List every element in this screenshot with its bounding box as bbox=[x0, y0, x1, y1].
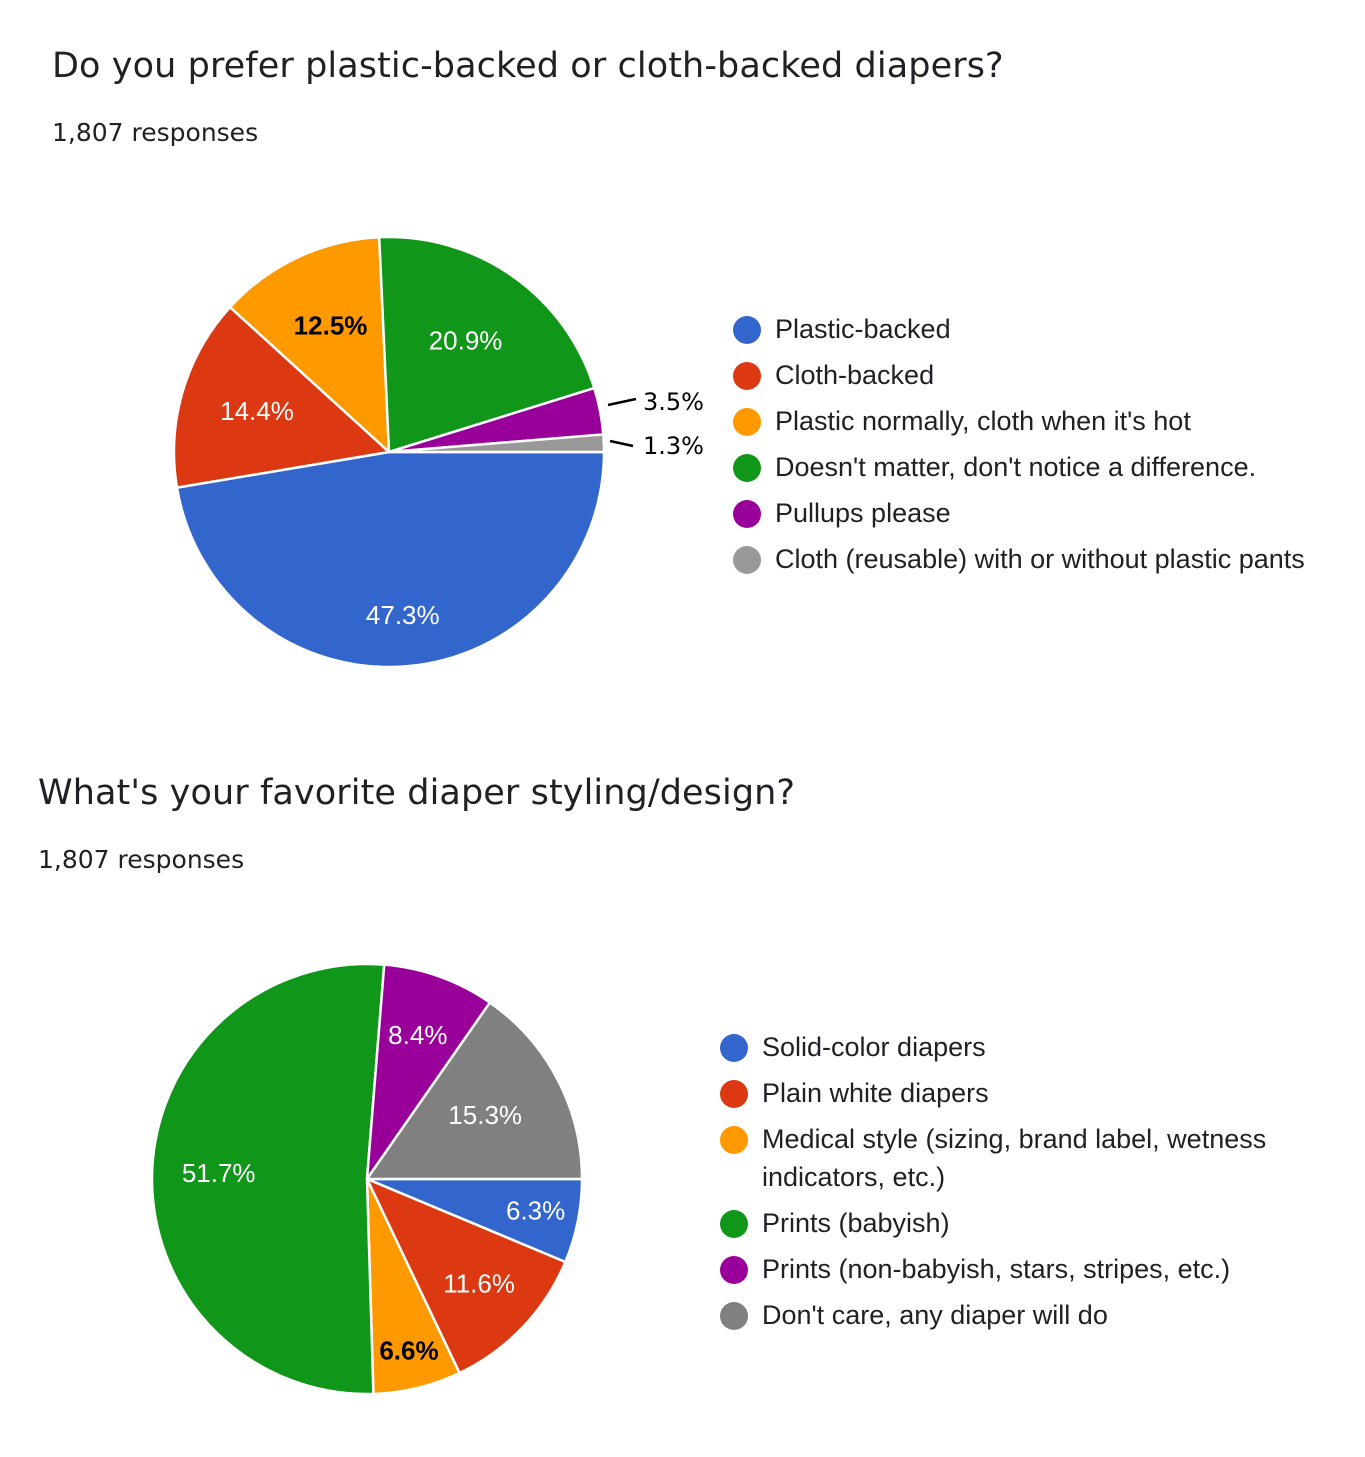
legend-item[interactable]: Plain white diapers bbox=[720, 1074, 1320, 1112]
question-title: What's your favorite diaper styling/desi… bbox=[38, 773, 796, 813]
slice-label: 20.9% bbox=[429, 326, 503, 356]
question-title: Do you prefer plastic-backed or cloth-ba… bbox=[52, 46, 1004, 86]
legend-item[interactable]: Pullups please bbox=[733, 494, 1323, 532]
legend-item[interactable]: Plastic-backed bbox=[733, 310, 1323, 348]
legend-2: Solid-color diapers Plain white diapers Me… bbox=[720, 1028, 1320, 1342]
legend-item[interactable]: Medical style (sizing, brand label, wetn… bbox=[720, 1120, 1320, 1196]
legend-label: Plastic normally, cloth when it's hot bbox=[775, 406, 1191, 436]
slice-label: 47.3% bbox=[366, 600, 440, 630]
slice-label: 1.3% bbox=[643, 432, 704, 460]
legend-1: Plastic-backed Cloth-backed Plastic normal… bbox=[733, 310, 1323, 586]
legend-label: Cloth (reusable) with or without plastic… bbox=[775, 544, 1305, 574]
legend-swatch bbox=[720, 1126, 748, 1154]
legend-label: Plain white diapers bbox=[762, 1078, 989, 1108]
slice-label: 12.5% bbox=[294, 310, 368, 340]
legend-label: Plastic-backed bbox=[775, 314, 951, 344]
slice-label: 6.6% bbox=[379, 1335, 438, 1365]
pie-slice[interactable] bbox=[365, 1001, 584, 1181]
legend-swatch bbox=[733, 546, 761, 574]
slice-label: 15.3% bbox=[448, 1100, 522, 1130]
legend-item[interactable]: Prints (non-babyish, stars, stripes, etc… bbox=[720, 1250, 1320, 1288]
legend-swatch bbox=[720, 1302, 748, 1330]
legend-swatch bbox=[720, 1256, 748, 1284]
response-count: 1,807 responses bbox=[52, 118, 259, 147]
pie-slice[interactable] bbox=[175, 450, 606, 669]
legend-item[interactable]: Cloth-backed bbox=[733, 356, 1323, 394]
leader-line bbox=[607, 397, 637, 407]
slice-label: 6.3% bbox=[506, 1196, 565, 1226]
slice-label: 11.6% bbox=[443, 1269, 515, 1299]
legend-label: Prints (non-babyish, stars, stripes, etc… bbox=[762, 1254, 1231, 1284]
pie-slice[interactable] bbox=[377, 235, 596, 454]
pie-slice[interactable] bbox=[228, 235, 391, 454]
legend-label: Don't care, any diaper will do bbox=[762, 1300, 1108, 1330]
pie-slice[interactable] bbox=[365, 1177, 567, 1375]
legend-swatch bbox=[733, 454, 761, 482]
legend-label: Solid-color diapers bbox=[762, 1032, 986, 1062]
legend-item[interactable]: Don't care, any diaper will do bbox=[720, 1296, 1320, 1334]
legend-swatch bbox=[720, 1034, 748, 1062]
pie-slice[interactable] bbox=[172, 305, 391, 489]
pie-chart-2: 6.3% 11.6% 6.6% 51.7% 8.4% 15.3% bbox=[150, 962, 584, 1396]
legend-swatch bbox=[733, 316, 761, 344]
legend-label: Medical style (sizing, brand label, wetn… bbox=[762, 1124, 1267, 1192]
pie-slice[interactable] bbox=[365, 963, 492, 1181]
legend-item[interactable]: Plastic normally, cloth when it's hot bbox=[733, 402, 1323, 440]
legend-item[interactable]: Prints (babyish) bbox=[720, 1204, 1320, 1242]
legend-label: Prints (babyish) bbox=[762, 1208, 950, 1238]
pie-chart-1: 47.3% 14.4% 12.5% 20.9% 3.5% 1.3% bbox=[172, 235, 704, 669]
legend-label: Cloth-backed bbox=[775, 360, 935, 390]
legend-label: Pullups please bbox=[775, 498, 951, 528]
legend-swatch bbox=[733, 362, 761, 390]
slice-label: 8.4% bbox=[388, 1020, 447, 1050]
question-card-2: What's your favorite diaper styling/desi… bbox=[0, 725, 1365, 1457]
pie-slice[interactable] bbox=[387, 433, 606, 454]
legend-item[interactable]: Doesn't matter, don't notice a differenc… bbox=[733, 448, 1323, 486]
pie-slice[interactable] bbox=[150, 962, 386, 1396]
legend-swatch bbox=[733, 500, 761, 528]
slice-label: 3.5% bbox=[643, 388, 704, 416]
leader-line bbox=[609, 439, 634, 448]
legend-swatch bbox=[720, 1080, 748, 1108]
response-count: 1,807 responses bbox=[38, 845, 245, 874]
legend-swatch bbox=[733, 408, 761, 436]
legend-item[interactable]: Cloth (reusable) with or without plastic… bbox=[733, 540, 1323, 578]
legend-label: Doesn't matter, don't notice a differenc… bbox=[775, 452, 1257, 482]
legend-item[interactable]: Solid-color diapers bbox=[720, 1028, 1320, 1066]
slice-label: 14.4% bbox=[220, 396, 294, 426]
legend-swatch bbox=[720, 1210, 748, 1238]
slice-label: 51.7% bbox=[182, 1158, 256, 1188]
question-card-1: Do you prefer plastic-backed or cloth-ba… bbox=[0, 0, 1365, 725]
